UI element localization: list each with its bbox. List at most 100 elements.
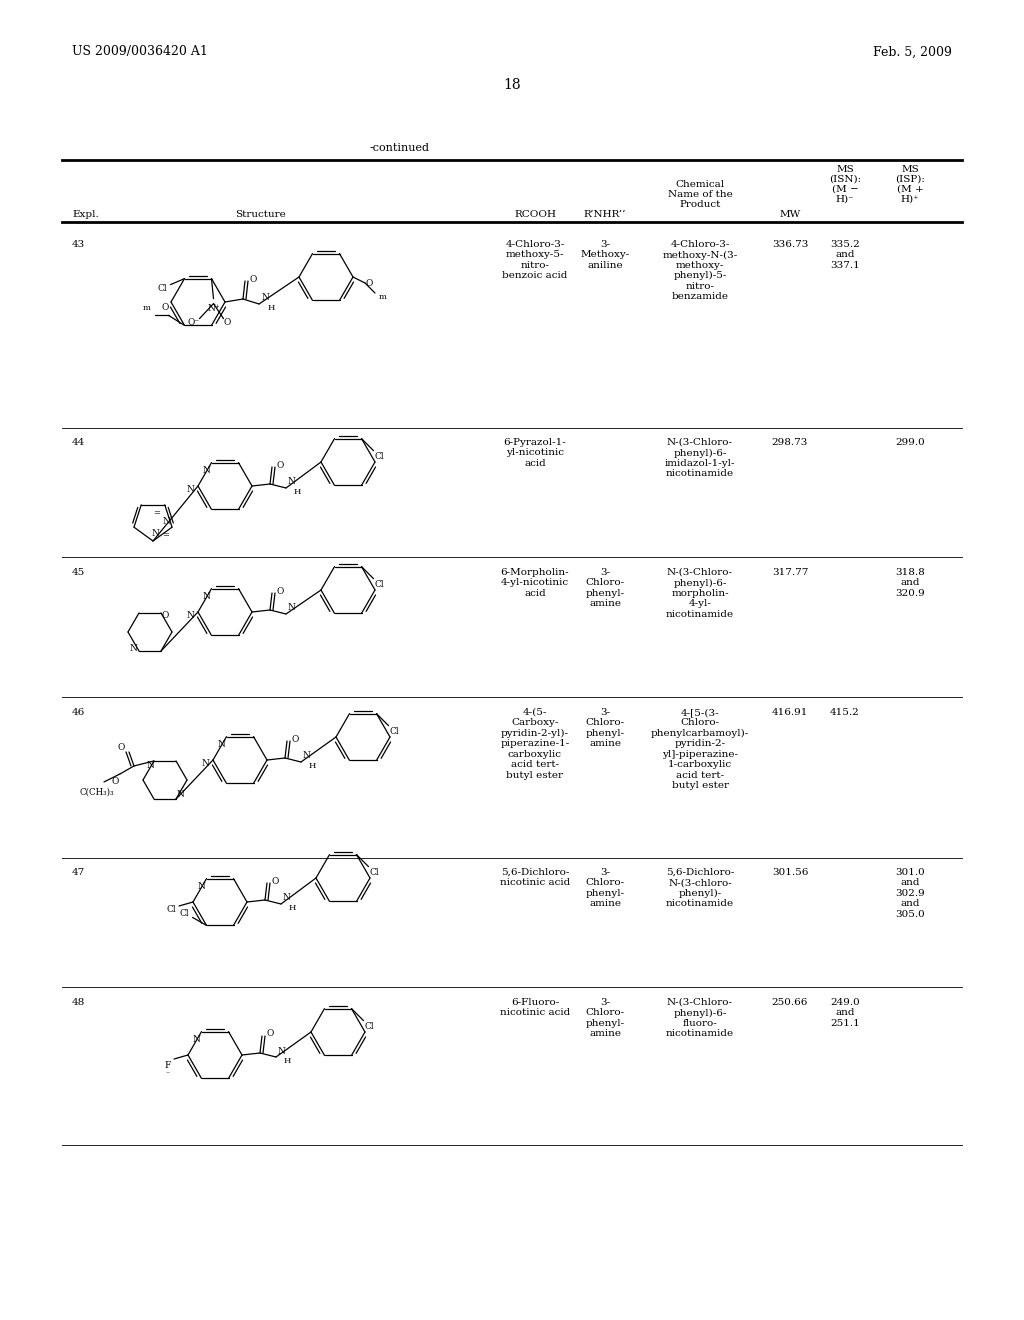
- Text: N: N: [186, 610, 194, 619]
- Text: 317.77: 317.77: [772, 568, 808, 577]
- Text: 3-
Chloro-
phenyl-
amine: 3- Chloro- phenyl- amine: [586, 568, 625, 609]
- Text: Chemical: Chemical: [676, 180, 725, 189]
- Text: 6-Morpholin-
4-yl-nicotinic
acid: 6-Morpholin- 4-yl-nicotinic acid: [501, 568, 569, 598]
- Text: 301.0
and
302.9
and
305.0: 301.0 and 302.9 and 305.0: [895, 869, 925, 919]
- Text: H: H: [289, 904, 296, 912]
- Text: N-(3-Chloro-
phenyl)-6-
imidazol-1-yl-
nicotinamide: N-(3-Chloro- phenyl)-6- imidazol-1-yl- n…: [665, 438, 735, 478]
- Text: 43: 43: [72, 240, 85, 249]
- Text: Cl: Cl: [166, 906, 176, 915]
- Text: N: N: [203, 466, 211, 475]
- Text: (ISN):: (ISN):: [829, 176, 861, 183]
- Text: =: =: [163, 531, 170, 539]
- Text: 335.2
and
337.1: 335.2 and 337.1: [830, 240, 860, 269]
- Text: O: O: [162, 611, 169, 620]
- Text: =: =: [154, 508, 160, 517]
- Text: 5,6-Dichloro-
nicotinic acid: 5,6-Dichloro- nicotinic acid: [500, 869, 570, 887]
- Text: H)⁺: H)⁺: [901, 195, 920, 205]
- Text: 299.0: 299.0: [895, 438, 925, 447]
- Text: Name of the: Name of the: [668, 190, 732, 199]
- Text: N: N: [193, 1035, 201, 1044]
- Text: O: O: [276, 586, 284, 595]
- Text: N⁺: N⁺: [207, 304, 220, 313]
- Text: O: O: [291, 734, 299, 743]
- Text: N: N: [201, 759, 209, 767]
- Text: 46: 46: [72, 708, 85, 717]
- Text: 298.73: 298.73: [772, 438, 808, 447]
- Text: ⁻: ⁻: [166, 1071, 170, 1078]
- Text: Cl: Cl: [390, 727, 399, 737]
- Text: N: N: [152, 528, 159, 537]
- Text: 48: 48: [72, 998, 85, 1007]
- Text: 250.66: 250.66: [772, 998, 808, 1007]
- Text: Cl: Cl: [179, 909, 189, 917]
- Text: 318.8
and
320.9: 318.8 and 320.9: [895, 568, 925, 598]
- Text: O: O: [249, 275, 257, 284]
- Text: 301.56: 301.56: [772, 869, 808, 876]
- Text: H: H: [284, 1057, 291, 1065]
- Text: 3-
Chloro-
phenyl-
amine: 3- Chloro- phenyl- amine: [586, 708, 625, 748]
- Text: Cl: Cl: [370, 869, 379, 876]
- Text: N: N: [287, 478, 295, 487]
- Text: O: O: [162, 302, 169, 312]
- Text: N: N: [282, 894, 290, 903]
- Text: 416.91: 416.91: [772, 708, 808, 717]
- Text: 18: 18: [503, 78, 521, 92]
- Text: 4-(5-
Carboxy-
pyridin-2-yl)-
piperazine-1-
carboxylic
acid tert-
butyl ester: 4-(5- Carboxy- pyridin-2-yl)- piperazine…: [501, 708, 569, 780]
- Text: 45: 45: [72, 568, 85, 577]
- Text: H: H: [267, 304, 274, 312]
- Text: -continued: -continued: [370, 143, 430, 153]
- Text: (M −: (M −: [831, 185, 858, 194]
- Text: RCOOH: RCOOH: [514, 210, 556, 219]
- Text: N: N: [186, 484, 194, 494]
- Text: (ISP):: (ISP):: [895, 176, 925, 183]
- Text: H: H: [308, 762, 315, 770]
- Text: O: O: [276, 461, 284, 470]
- Text: N: N: [146, 762, 154, 771]
- Text: N: N: [129, 644, 137, 652]
- Text: 3-
Chloro-
phenyl-
amine: 3- Chloro- phenyl- amine: [586, 998, 625, 1039]
- Text: 336.73: 336.73: [772, 240, 808, 249]
- Text: N: N: [203, 593, 211, 601]
- Text: N-(3-Chloro-
phenyl)-6-
fluoro-
nicotinamide: N-(3-Chloro- phenyl)-6- fluoro- nicotina…: [666, 998, 734, 1039]
- Text: O: O: [112, 777, 119, 787]
- Text: N: N: [198, 882, 206, 891]
- Text: 3-
Methoxy-
aniline: 3- Methoxy- aniline: [581, 240, 630, 269]
- Text: 44: 44: [72, 438, 85, 447]
- Text: N: N: [302, 751, 310, 760]
- Text: 6-Fluoro-
nicotinic acid: 6-Fluoro- nicotinic acid: [500, 998, 570, 1018]
- Text: Cl: Cl: [375, 453, 384, 461]
- Text: O: O: [271, 876, 279, 886]
- Text: 4-[5-(3-
Chloro-
phenylcarbamoyl)-
pyridin-2-
yl]-piperazine-
1-carboxylic
acid : 4-[5-(3- Chloro- phenylcarbamoyl)- pyrid…: [651, 708, 750, 789]
- Text: 415.2: 415.2: [830, 708, 860, 717]
- Text: O: O: [224, 318, 231, 327]
- Text: Expl.: Expl.: [72, 210, 98, 219]
- Text: 4-Chloro-3-
methoxy-5-
nitro-
benzoic acid: 4-Chloro-3- methoxy-5- nitro- benzoic ac…: [503, 240, 567, 280]
- Text: N: N: [261, 293, 269, 302]
- Text: N: N: [287, 603, 295, 612]
- Text: US 2009/0036420 A1: US 2009/0036420 A1: [72, 45, 208, 58]
- Text: Structure: Structure: [234, 210, 286, 219]
- Text: N-(3-Chloro-
phenyl)-6-
morpholin-
4-yl-
nicotinamide: N-(3-Chloro- phenyl)-6- morpholin- 4-yl-…: [666, 568, 734, 619]
- Text: F: F: [165, 1060, 171, 1069]
- Text: Feb. 5, 2009: Feb. 5, 2009: [873, 45, 952, 58]
- Text: N: N: [278, 1047, 285, 1056]
- Text: (M +: (M +: [897, 185, 924, 194]
- Text: 5,6-Dichloro-
N-(3-chloro-
phenyl)-
nicotinamide: 5,6-Dichloro- N-(3-chloro- phenyl)- nico…: [666, 869, 734, 908]
- Text: H: H: [293, 488, 301, 496]
- Text: N: N: [162, 516, 170, 525]
- Text: H)⁻: H)⁻: [836, 195, 854, 205]
- Text: Cl: Cl: [365, 1022, 375, 1031]
- Text: MW: MW: [779, 210, 801, 219]
- Text: C(CH₃)₃: C(CH₃)₃: [80, 788, 115, 796]
- Text: m: m: [142, 305, 151, 313]
- Text: MS: MS: [837, 165, 854, 174]
- Text: O⁻: O⁻: [187, 318, 200, 327]
- Text: 3-
Chloro-
phenyl-
amine: 3- Chloro- phenyl- amine: [586, 869, 625, 908]
- Text: 47: 47: [72, 869, 85, 876]
- Text: O: O: [266, 1030, 273, 1039]
- Text: 249.0
and
251.1: 249.0 and 251.1: [830, 998, 860, 1028]
- Text: N: N: [176, 789, 184, 799]
- Text: MS: MS: [901, 165, 919, 174]
- Text: Product: Product: [679, 201, 721, 209]
- Text: Cl: Cl: [375, 579, 384, 589]
